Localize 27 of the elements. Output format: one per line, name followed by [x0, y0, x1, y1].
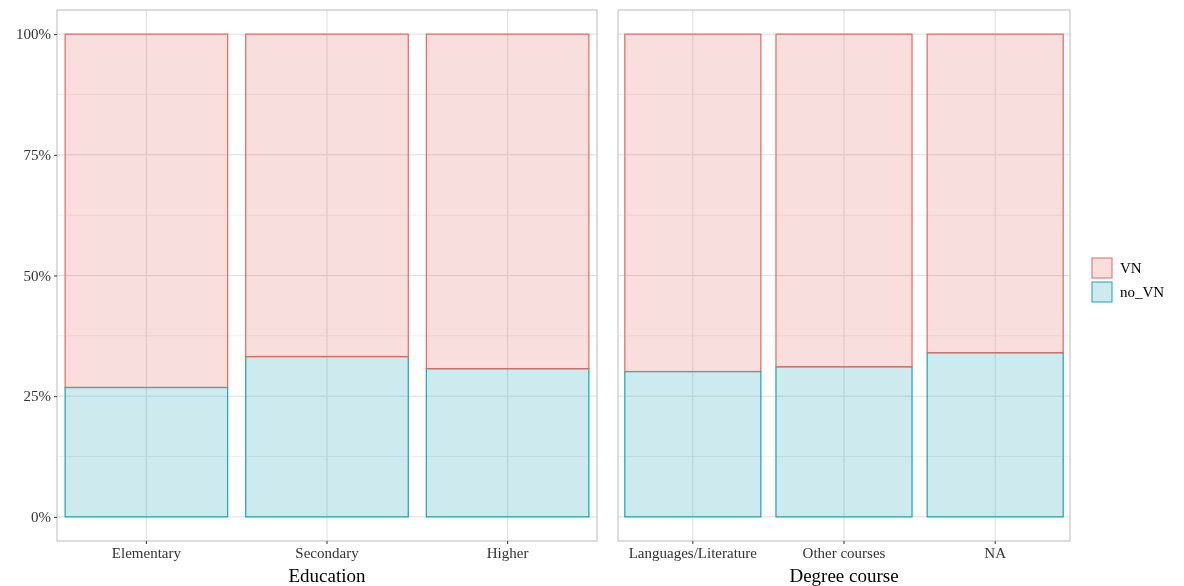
- x-tick-label: NA: [984, 544, 1007, 561]
- legend-label: VN: [1120, 260, 1142, 276]
- bar: [64, 33, 229, 389]
- bar: [245, 356, 409, 518]
- bar: [624, 33, 762, 373]
- bar: [926, 33, 1064, 354]
- bar: [425, 368, 590, 518]
- bar: [245, 33, 409, 358]
- y-tick-label: 50%: [23, 267, 51, 284]
- x-axis-title: Degree course: [789, 565, 899, 586]
- x-tick-label: Elementary: [111, 544, 182, 561]
- y-tick-label: 100%: [16, 26, 51, 43]
- bar: [64, 386, 229, 518]
- y-tick-label: 0%: [31, 509, 51, 526]
- bar: [926, 352, 1064, 518]
- bar: [775, 33, 913, 368]
- x-tick-label: Secondary: [295, 544, 360, 561]
- y-tick-label: 75%: [23, 147, 51, 164]
- y-tick-label: 25%: [23, 388, 51, 405]
- x-tick-label: Languages/Literature: [628, 544, 758, 561]
- bar: [775, 366, 913, 518]
- bar: [425, 33, 590, 370]
- x-tick-label: Other courses: [802, 544, 886, 561]
- bar: [624, 370, 762, 518]
- legend-label: no_VN: [1120, 284, 1165, 300]
- x-tick-label: Higher: [486, 544, 529, 561]
- x-axis-title: Education: [288, 565, 367, 586]
